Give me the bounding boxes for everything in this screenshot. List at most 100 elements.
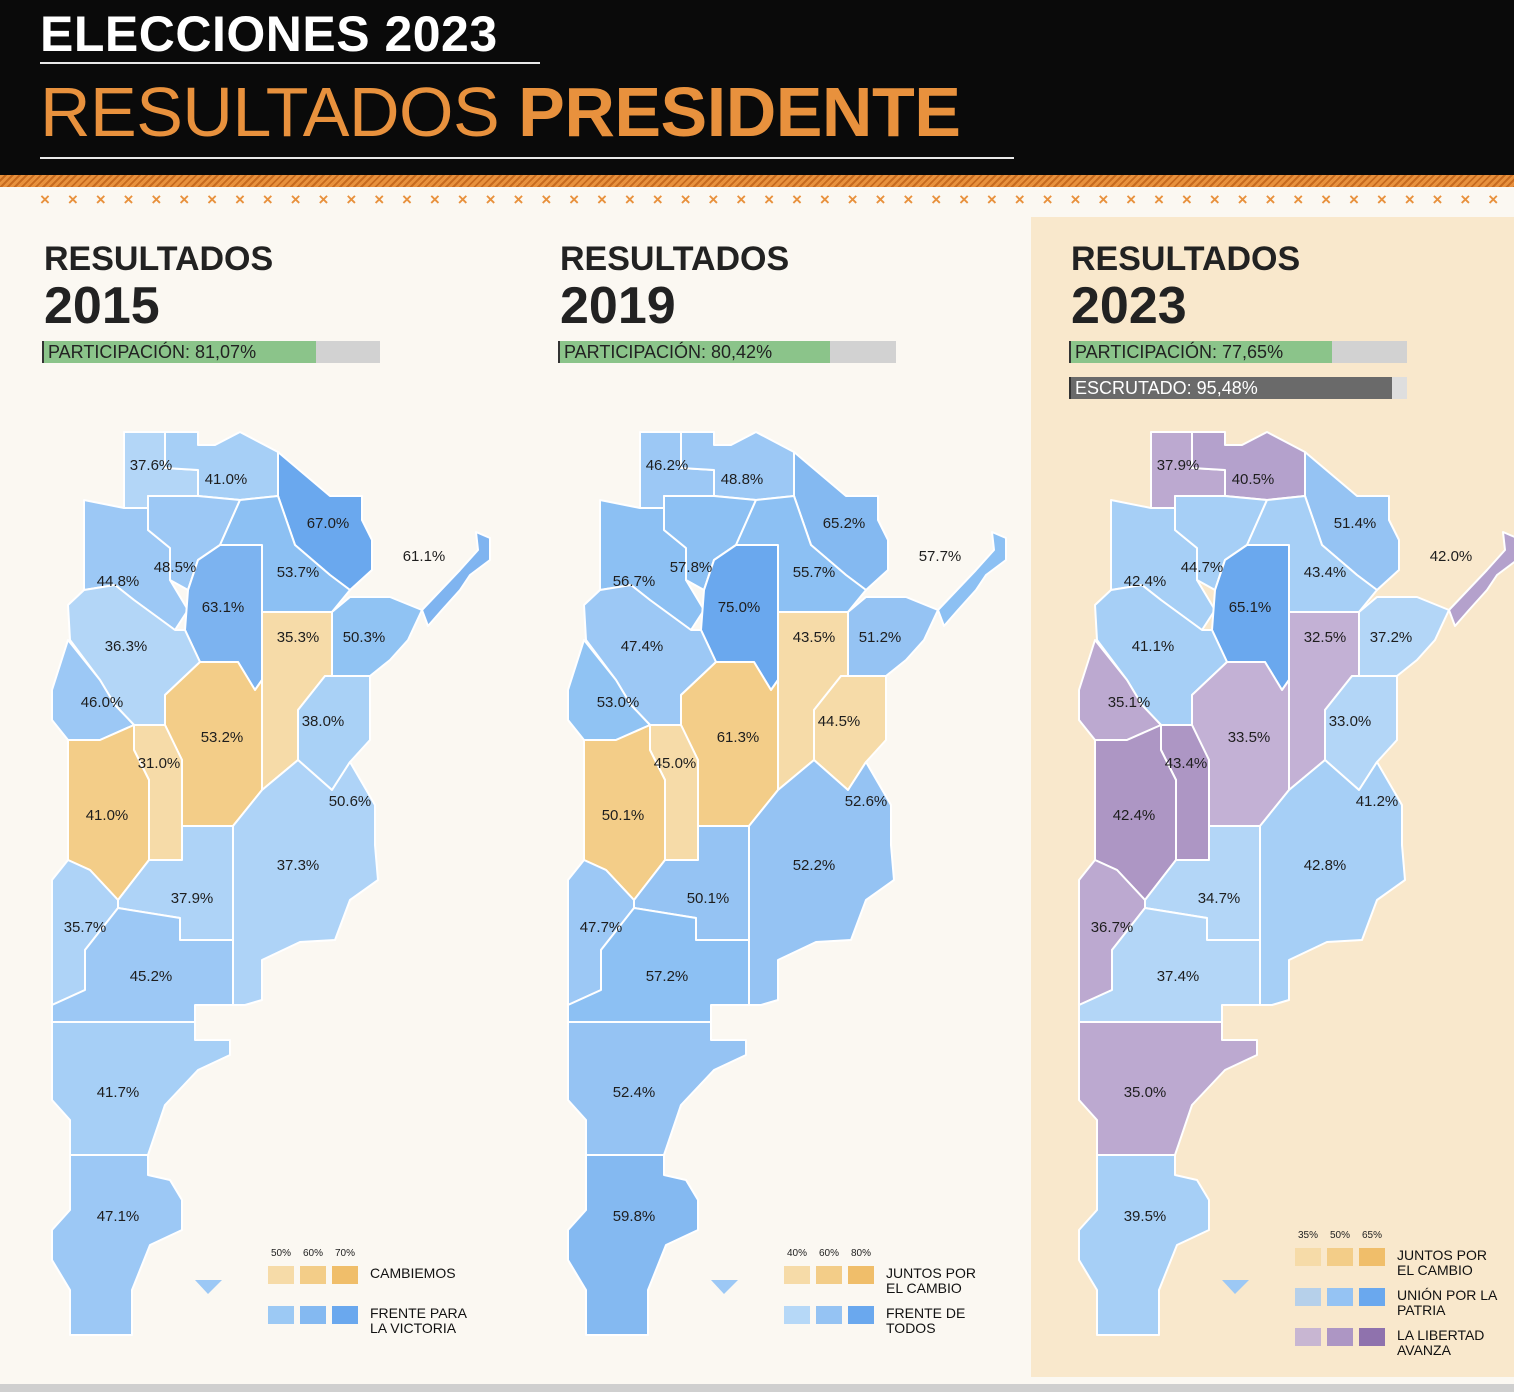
legend-swatch <box>784 1306 810 1324</box>
province-rio-negro[interactable] <box>567 907 762 1023</box>
orange-band <box>0 175 1514 187</box>
province-misiones[interactable] <box>937 531 1007 627</box>
province-label-misiones: 57.7% <box>919 548 962 565</box>
legend-swatch <box>268 1306 294 1324</box>
page-title: RESULTADOS PRESIDENTE <box>40 72 961 152</box>
province-label-salta-n: 40.5% <box>1232 471 1275 488</box>
province-label-misiones: 61.1% <box>403 548 446 565</box>
province-label-corrientes: 51.2% <box>859 629 902 646</box>
province-label-neuquen: 35.7% <box>64 919 107 936</box>
legend-party-name: FRENTE PARA LA VICTORIA <box>370 1305 467 1336</box>
legend-swatch <box>1295 1328 1321 1346</box>
legend-party-name: CAMBIEMOS <box>370 1265 456 1281</box>
legend-swatch <box>848 1306 874 1324</box>
legend-party-name: LA LIBERTAD AVANZA <box>1397 1327 1485 1358</box>
bottom-divider <box>0 1384 1514 1392</box>
province-santa-cruz[interactable] <box>51 1154 183 1336</box>
province-santa-cruz[interactable] <box>1078 1154 1210 1336</box>
province-santa-cruz[interactable] <box>567 1154 699 1336</box>
province-label-la-rioja: 36.3% <box>105 638 148 655</box>
province-chubut[interactable] <box>567 1021 747 1156</box>
province-misiones[interactable] <box>1448 531 1514 627</box>
province-label-corrientes: 50.3% <box>343 629 386 646</box>
province-label-corrientes: 37.2% <box>1370 629 1413 646</box>
province-chubut[interactable] <box>51 1021 231 1156</box>
province-map: 37.6% 41.0% 67.0% 61.1% 44.8% 48.5% 63.1% 53.7%… <box>51 431 491 1336</box>
province-label-san-juan: 46.0% <box>81 694 124 711</box>
province-label-entre-rios: 33.0% <box>1329 713 1372 730</box>
legend-scale-label: 60% <box>818 1248 839 1259</box>
province-label-santa-fe: 32.5% <box>1304 629 1347 646</box>
province-label-buenos-aires: 37.3% <box>277 857 320 874</box>
legend-swatch <box>1359 1248 1385 1266</box>
province-label-chubut: 52.4% <box>613 1084 656 1101</box>
participation-fill <box>44 341 317 363</box>
province-label-san-luis: 43.4% <box>1165 755 1208 772</box>
province-label-rio-negro: 45.2% <box>130 968 173 985</box>
legend-swatch <box>816 1266 842 1284</box>
province-label-salta-n: 48.8% <box>721 471 764 488</box>
legend-party-name: FRENTE DE TODOS <box>886 1305 966 1336</box>
participation-fill <box>560 341 831 363</box>
province-label-tucuman: 48.5% <box>154 559 197 576</box>
legend-swatch <box>848 1266 874 1284</box>
islands-marker <box>711 1280 738 1294</box>
province-label-chaco: 53.7% <box>277 564 320 581</box>
province-misiones[interactable] <box>421 531 491 627</box>
legend-scale-label: 80% <box>850 1248 871 1259</box>
province-map: 37.9% 40.5% 51.4% 42.0% 42.4% 44.7% 65.1% 43.4%… <box>1078 431 1514 1336</box>
panel-2019: RESULTADOS 2019 PARTICIPACIÓN: 80,42% 46… <box>546 230 1026 1390</box>
province-rio-negro[interactable] <box>1078 907 1273 1023</box>
province-label-formosa: 65.2% <box>823 515 866 532</box>
legend-swatch <box>332 1266 358 1284</box>
legend-swatch <box>1327 1328 1353 1346</box>
province-label-la-pampa: 50.1% <box>687 890 730 907</box>
province-label-buenos-aires: 42.8% <box>1304 857 1347 874</box>
legend-swatch <box>300 1306 326 1324</box>
header: ELECCIONES 2023 RESULTADOS PRESIDENTE <box>0 0 1514 175</box>
panel-year: 2019 <box>560 277 676 335</box>
legend-scale-label: 65% <box>1361 1230 1382 1241</box>
legend-scale-label: 60% <box>302 1248 323 1259</box>
province-label-jujuy: 46.2% <box>646 457 689 474</box>
panel-label: RESULTADOS <box>560 240 790 278</box>
province-label-buenos-aires: 52.2% <box>793 857 836 874</box>
province-label-santa-cruz: 47.1% <box>97 1208 140 1225</box>
province-label-la-pampa: 37.9% <box>171 890 214 907</box>
legend-party-name: UNIÓN POR LA PATRIA <box>1397 1287 1497 1318</box>
islands-marker <box>195 1280 222 1294</box>
province-label-la-rioja: 47.4% <box>621 638 664 655</box>
legend-swatch <box>784 1266 810 1284</box>
province-label-mendoza: 42.4% <box>1113 807 1156 824</box>
province-label-chaco: 43.4% <box>1304 564 1347 581</box>
legend-swatch <box>1327 1288 1353 1306</box>
province-label-formosa: 51.4% <box>1334 515 1377 532</box>
participation-label: PARTICIPACIÓN: 81,07% <box>48 342 257 362</box>
province-label-santa-fe: 43.5% <box>793 629 836 646</box>
decorative-crosses: × × × × × × × × × × × × × × × × × × × × … <box>40 190 1514 209</box>
province-label-tucuman: 57.8% <box>670 559 713 576</box>
legend-party-name: JUNTOS POR EL CAMBIO <box>1397 1247 1487 1278</box>
province-label-san-luis: 45.0% <box>654 755 697 772</box>
province-label-neuquen: 36.7% <box>1091 919 1134 936</box>
panel-label: RESULTADOS <box>1071 240 1301 278</box>
province-label-jujuy: 37.6% <box>130 457 173 474</box>
legend-scale-label: 70% <box>334 1248 355 1259</box>
panel-2023: RESULTADOS 2023 PARTICIPACIÓN: 77,65% ES… <box>1057 230 1514 1390</box>
participation-fill <box>1071 341 1332 363</box>
province-label-tucuman: 44.7% <box>1181 559 1224 576</box>
province-label-san-juan: 35.1% <box>1108 694 1151 711</box>
legend-scale-label: 40% <box>786 1248 807 1259</box>
panel-label: RESULTADOS <box>44 240 274 278</box>
panel-year: 2015 <box>44 277 160 335</box>
province-label-cordoba: 61.3% <box>717 729 760 746</box>
province-label-mendoza: 41.0% <box>86 807 129 824</box>
participation-label: PARTICIPACIÓN: 77,65% <box>1075 342 1284 362</box>
province-chubut[interactable] <box>1078 1021 1258 1156</box>
province-label-salta-n: 41.0% <box>205 471 248 488</box>
legend-swatch <box>1295 1248 1321 1266</box>
province-map: 46.2% 48.8% 65.2% 57.7% 56.7% 57.8% 75.0% 55.7%… <box>567 431 1007 1336</box>
province-label-catamarca: 56.7% <box>613 573 656 590</box>
province-label-rio-negro: 37.4% <box>1157 968 1200 985</box>
province-rio-negro[interactable] <box>51 907 246 1023</box>
